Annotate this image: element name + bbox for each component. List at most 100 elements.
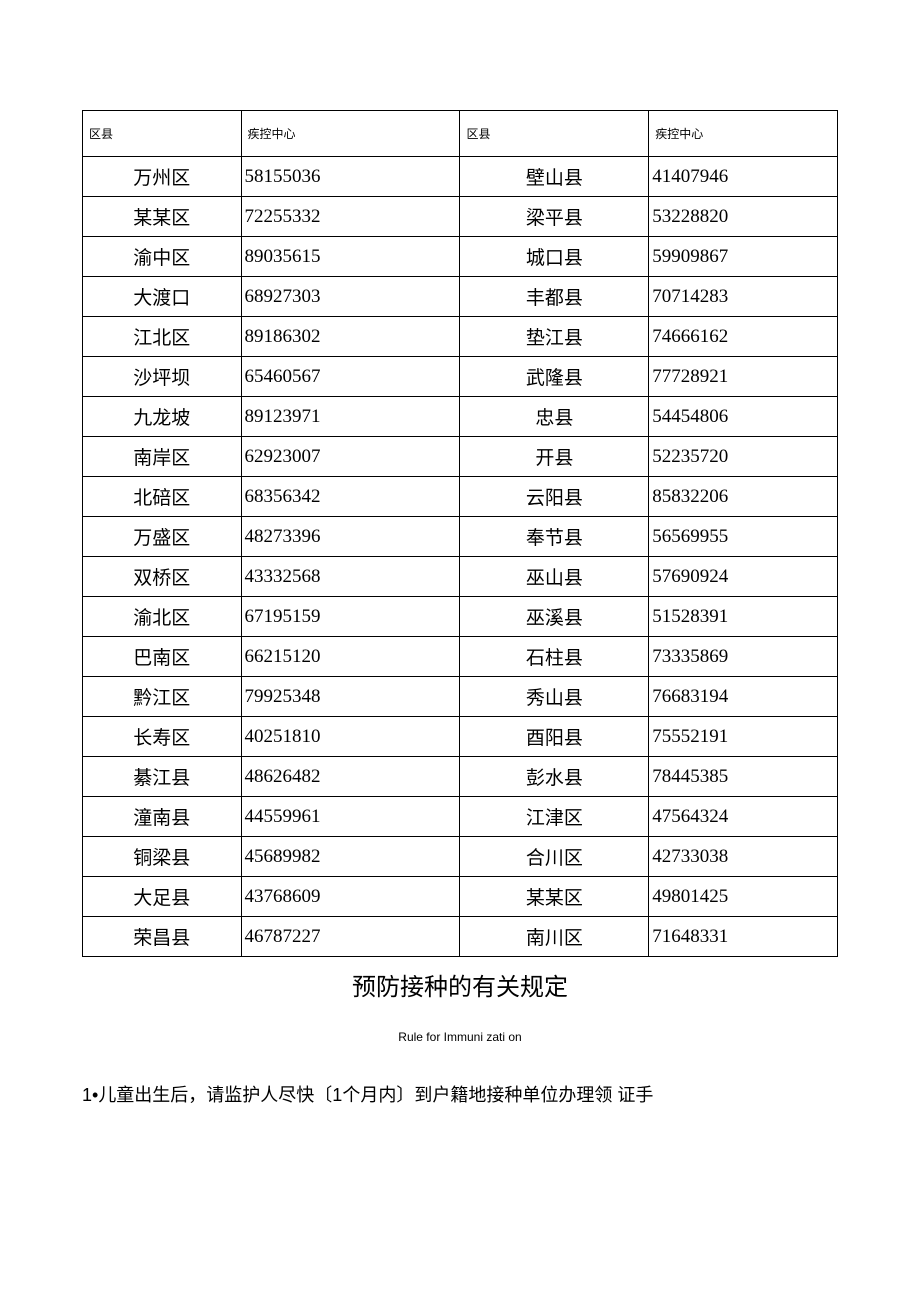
district-cell: 大渡口 (83, 277, 242, 317)
district-cell: 巫山县 (460, 557, 649, 597)
district-cell: 武隆县 (460, 357, 649, 397)
district-cell: 彭水县 (460, 757, 649, 797)
district-cell: 渝中区 (83, 237, 242, 277)
cdc-number-cell: 49801425 (649, 877, 838, 917)
cdc-number-cell: 48626482 (241, 757, 460, 797)
cdc-number-cell: 67195159 (241, 597, 460, 637)
cdc-number-cell: 66215120 (241, 637, 460, 677)
cdc-number-cell: 65460567 (241, 357, 460, 397)
table-row: 沙坪坝65460567武隆县77728921 (83, 357, 838, 397)
table-row: 黔江区79925348秀山县76683194 (83, 677, 838, 717)
cdc-number-cell: 58155036 (241, 157, 460, 197)
table-row: 万盛区48273396奉节县56569955 (83, 517, 838, 557)
table-row: 万州区58155036壁山县41407946 (83, 157, 838, 197)
table-row: 某某区72255332梁平县53228820 (83, 197, 838, 237)
cdc-number-cell: 40251810 (241, 717, 460, 757)
table-row: 大渡口68927303丰都县70714283 (83, 277, 838, 317)
cdc-number-cell: 70714283 (649, 277, 838, 317)
district-cell: 巫溪县 (460, 597, 649, 637)
cdc-number-cell: 46787227 (241, 917, 460, 957)
cdc-number-cell: 41407946 (649, 157, 838, 197)
cdc-number-cell: 45689982 (241, 837, 460, 877)
district-cell: 城口县 (460, 237, 649, 277)
cdc-number-cell: 47564324 (649, 797, 838, 837)
cdc-number-cell: 53228820 (649, 197, 838, 237)
district-cell: 某某区 (460, 877, 649, 917)
table-row: 渝中区89035615城口县59909867 (83, 237, 838, 277)
cdc-number-cell: 54454806 (649, 397, 838, 437)
cdc-number-cell: 56569955 (649, 517, 838, 557)
body-paragraph: 1•儿童出生后，请监护人尽快〔1个月内〕到户籍地接种单位办理领 证手 (82, 1080, 838, 1111)
cdc-number-cell: 57690924 (649, 557, 838, 597)
district-cell: 綦江县 (83, 757, 242, 797)
cdc-number-cell: 52235720 (649, 437, 838, 477)
district-cell: 垫江县 (460, 317, 649, 357)
district-cell: 万州区 (83, 157, 242, 197)
table-row: 双桥区43332568巫山县57690924 (83, 557, 838, 597)
cdc-number-cell: 72255332 (241, 197, 460, 237)
table-row: 江北区89186302垫江县74666162 (83, 317, 838, 357)
district-cell: 双桥区 (83, 557, 242, 597)
district-cell: 忠县 (460, 397, 649, 437)
district-cell: 荣昌县 (83, 917, 242, 957)
district-cell: 梁平县 (460, 197, 649, 237)
district-cell: 黔江区 (83, 677, 242, 717)
district-cell: 南川区 (460, 917, 649, 957)
section-subheading: Rule for Immuni zati on (82, 1030, 838, 1044)
district-cell: 壁山县 (460, 157, 649, 197)
district-cell: 万盛区 (83, 517, 242, 557)
district-cell: 长寿区 (83, 717, 242, 757)
cdc-number-cell: 42733038 (649, 837, 838, 877)
cdc-number-cell: 89123971 (241, 397, 460, 437)
district-cell: 铜梁县 (83, 837, 242, 877)
cdc-number-cell: 68356342 (241, 477, 460, 517)
cdc-number-cell: 71648331 (649, 917, 838, 957)
district-cell: 九龙坡 (83, 397, 242, 437)
district-cell: 江北区 (83, 317, 242, 357)
cdc-number-cell: 51528391 (649, 597, 838, 637)
district-cell: 沙坪坝 (83, 357, 242, 397)
cdc-number-cell: 73335869 (649, 637, 838, 677)
col-header-4: 疾控中心 (649, 111, 838, 157)
cdc-number-cell: 85832206 (649, 477, 838, 517)
cdc-number-cell: 79925348 (241, 677, 460, 717)
district-cell: 巴南区 (83, 637, 242, 677)
cdc-number-cell: 77728921 (649, 357, 838, 397)
district-cell: 奉节县 (460, 517, 649, 557)
cdc-number-cell: 89186302 (241, 317, 460, 357)
col-header-3: 区县 (460, 111, 649, 157)
table-row: 铜梁县45689982合川区42733038 (83, 837, 838, 877)
cdc-number-cell: 44559961 (241, 797, 460, 837)
section-heading: 预防接种的有关规定 (82, 967, 838, 1002)
cdc-number-cell: 74666162 (649, 317, 838, 357)
district-cell: 秀山县 (460, 677, 649, 717)
table-header-row: 区县 疾控中心 区县 疾控中心 (83, 111, 838, 157)
cdc-table: 区县 疾控中心 区县 疾控中心 万州区58155036壁山县41407946某某… (82, 110, 838, 957)
cdc-number-cell: 43332568 (241, 557, 460, 597)
table-row: 九龙坡89123971忠县54454806 (83, 397, 838, 437)
table-row: 长寿区40251810酉阳县75552191 (83, 717, 838, 757)
district-cell: 江津区 (460, 797, 649, 837)
cdc-number-cell: 89035615 (241, 237, 460, 277)
table-row: 綦江县48626482彭水县78445385 (83, 757, 838, 797)
table-row: 荣昌县46787227南川区71648331 (83, 917, 838, 957)
district-cell: 丰都县 (460, 277, 649, 317)
table-row: 南岸区62923007开县52235720 (83, 437, 838, 477)
table-row: 北碚区68356342云阳县85832206 (83, 477, 838, 517)
cdc-number-cell: 78445385 (649, 757, 838, 797)
cdc-number-cell: 59909867 (649, 237, 838, 277)
table-row: 潼南县44559961江津区47564324 (83, 797, 838, 837)
district-cell: 某某区 (83, 197, 242, 237)
cdc-number-cell: 76683194 (649, 677, 838, 717)
cdc-number-cell: 62923007 (241, 437, 460, 477)
district-cell: 南岸区 (83, 437, 242, 477)
table-row: 大足县43768609某某区49801425 (83, 877, 838, 917)
district-cell: 大足县 (83, 877, 242, 917)
table-row: 巴南区66215120石柱县73335869 (83, 637, 838, 677)
col-header-2: 疾控中心 (241, 111, 460, 157)
district-cell: 开县 (460, 437, 649, 477)
district-cell: 云阳县 (460, 477, 649, 517)
cdc-number-cell: 75552191 (649, 717, 838, 757)
district-cell: 渝北区 (83, 597, 242, 637)
district-cell: 石柱县 (460, 637, 649, 677)
